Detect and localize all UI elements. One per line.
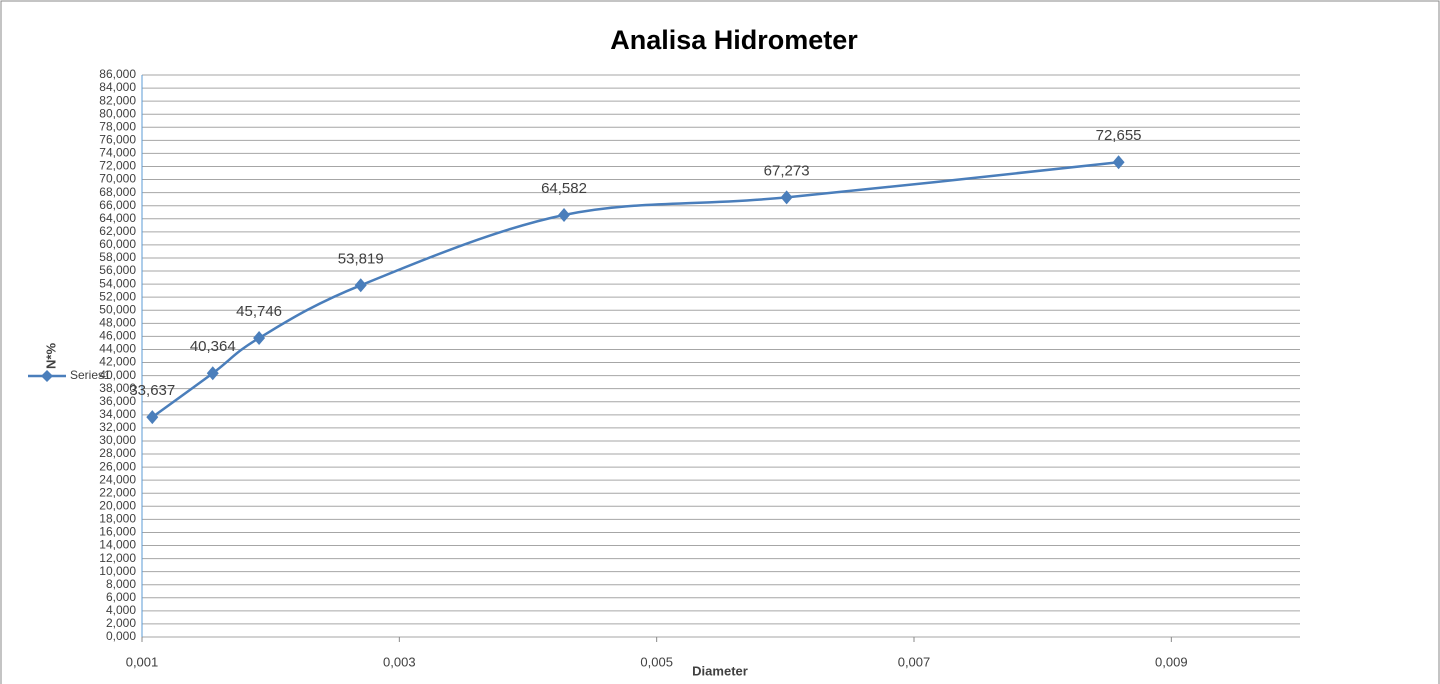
y-tick-label: 10,000 <box>99 564 136 578</box>
y-tick-label: 20,000 <box>99 498 136 512</box>
y-tick-label: 36,000 <box>99 394 136 408</box>
legend-marker <box>41 370 53 382</box>
data-point <box>146 410 159 425</box>
x-tick-label: 0,007 <box>898 654 931 669</box>
y-tick-label: 4,000 <box>106 603 136 617</box>
y-tick-label: 72,000 <box>99 159 136 173</box>
y-tick-label: 34,000 <box>99 407 136 421</box>
x-tick-label: 0,009 <box>1155 654 1188 669</box>
y-tick-label: 46,000 <box>99 329 136 343</box>
data-point <box>354 278 367 293</box>
data-point <box>206 366 219 381</box>
data-label: 64,582 <box>541 180 587 197</box>
y-tick-label: 78,000 <box>99 119 136 133</box>
x-tick-label: 0,005 <box>640 654 673 669</box>
y-tick-label: 18,000 <box>99 512 136 526</box>
y-tick-label: 6,000 <box>106 590 136 604</box>
y-tick-label: 26,000 <box>99 459 136 473</box>
y-tick-label: 58,000 <box>99 250 136 264</box>
y-tick-label: 44,000 <box>99 342 136 356</box>
y-tick-label: 30,000 <box>99 433 136 447</box>
y-tick-label: 40,000 <box>99 368 136 382</box>
data-label: 72,655 <box>1096 127 1142 144</box>
y-tick-label: 8,000 <box>106 577 136 591</box>
y-tick-label: 0,000 <box>106 629 136 643</box>
y-axis-label: N*% <box>43 343 58 369</box>
y-tick-label: 12,000 <box>99 551 136 565</box>
data-label: 45,746 <box>236 303 282 320</box>
y-tick-label: 50,000 <box>99 302 136 316</box>
y-tick-label: 68,000 <box>99 185 136 199</box>
y-tick-label: 56,000 <box>99 263 136 277</box>
y-tick-label: 60,000 <box>99 237 136 251</box>
y-tick-label: 28,000 <box>99 446 136 460</box>
y-tick-label: 66,000 <box>99 198 136 212</box>
chart-title: Analisa Hidrometer <box>610 25 858 55</box>
data-point <box>1112 155 1125 170</box>
y-tick-label: 86,000 <box>99 67 136 81</box>
y-tick-label: 64,000 <box>99 211 136 225</box>
data-label: 53,819 <box>338 250 384 267</box>
x-tick-label: 0,003 <box>383 654 416 669</box>
data-point <box>253 331 266 346</box>
y-tick-label: 82,000 <box>99 93 136 107</box>
y-tick-label: 24,000 <box>99 472 136 486</box>
y-tick-label: 54,000 <box>99 276 136 290</box>
x-axis-label: Diameter <box>692 663 748 678</box>
data-label: 33,637 <box>129 382 175 399</box>
data-label: 40,364 <box>190 338 236 355</box>
data-point <box>780 190 793 205</box>
y-tick-label: 22,000 <box>99 485 136 499</box>
y-tick-label: 70,000 <box>99 172 136 186</box>
y-tick-label: 62,000 <box>99 224 136 238</box>
data-point <box>558 207 571 222</box>
series-line <box>151 160 1119 419</box>
y-tick-label: 84,000 <box>99 80 136 94</box>
x-tick-label: 0,001 <box>126 654 159 669</box>
y-tick-label: 14,000 <box>99 538 136 552</box>
y-tick-label: 80,000 <box>99 106 136 120</box>
y-tick-label: 74,000 <box>99 146 136 160</box>
y-tick-label: 38,000 <box>99 381 136 395</box>
y-tick-label: 52,000 <box>99 289 136 303</box>
y-tick-label: 16,000 <box>99 525 136 539</box>
y-tick-label: 32,000 <box>99 420 136 434</box>
y-tick-label: 76,000 <box>99 133 136 147</box>
y-tick-label: 48,000 <box>99 315 136 329</box>
data-label: 67,273 <box>764 162 810 179</box>
legend-label: Series1 <box>70 368 111 382</box>
y-tick-label: 2,000 <box>106 616 136 630</box>
y-tick-label: 42,000 <box>99 355 136 369</box>
